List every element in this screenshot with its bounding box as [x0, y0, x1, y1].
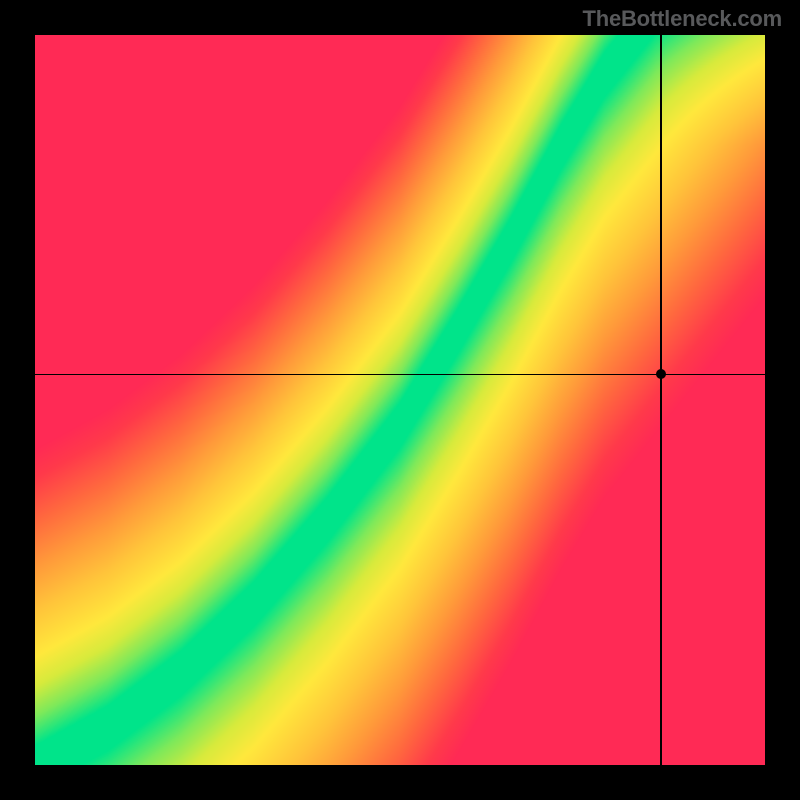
plot-area: [35, 35, 765, 765]
watermark-text: TheBottleneck.com: [582, 6, 782, 32]
heatmap-canvas: [35, 35, 765, 765]
crosshair-vertical: [660, 35, 662, 765]
